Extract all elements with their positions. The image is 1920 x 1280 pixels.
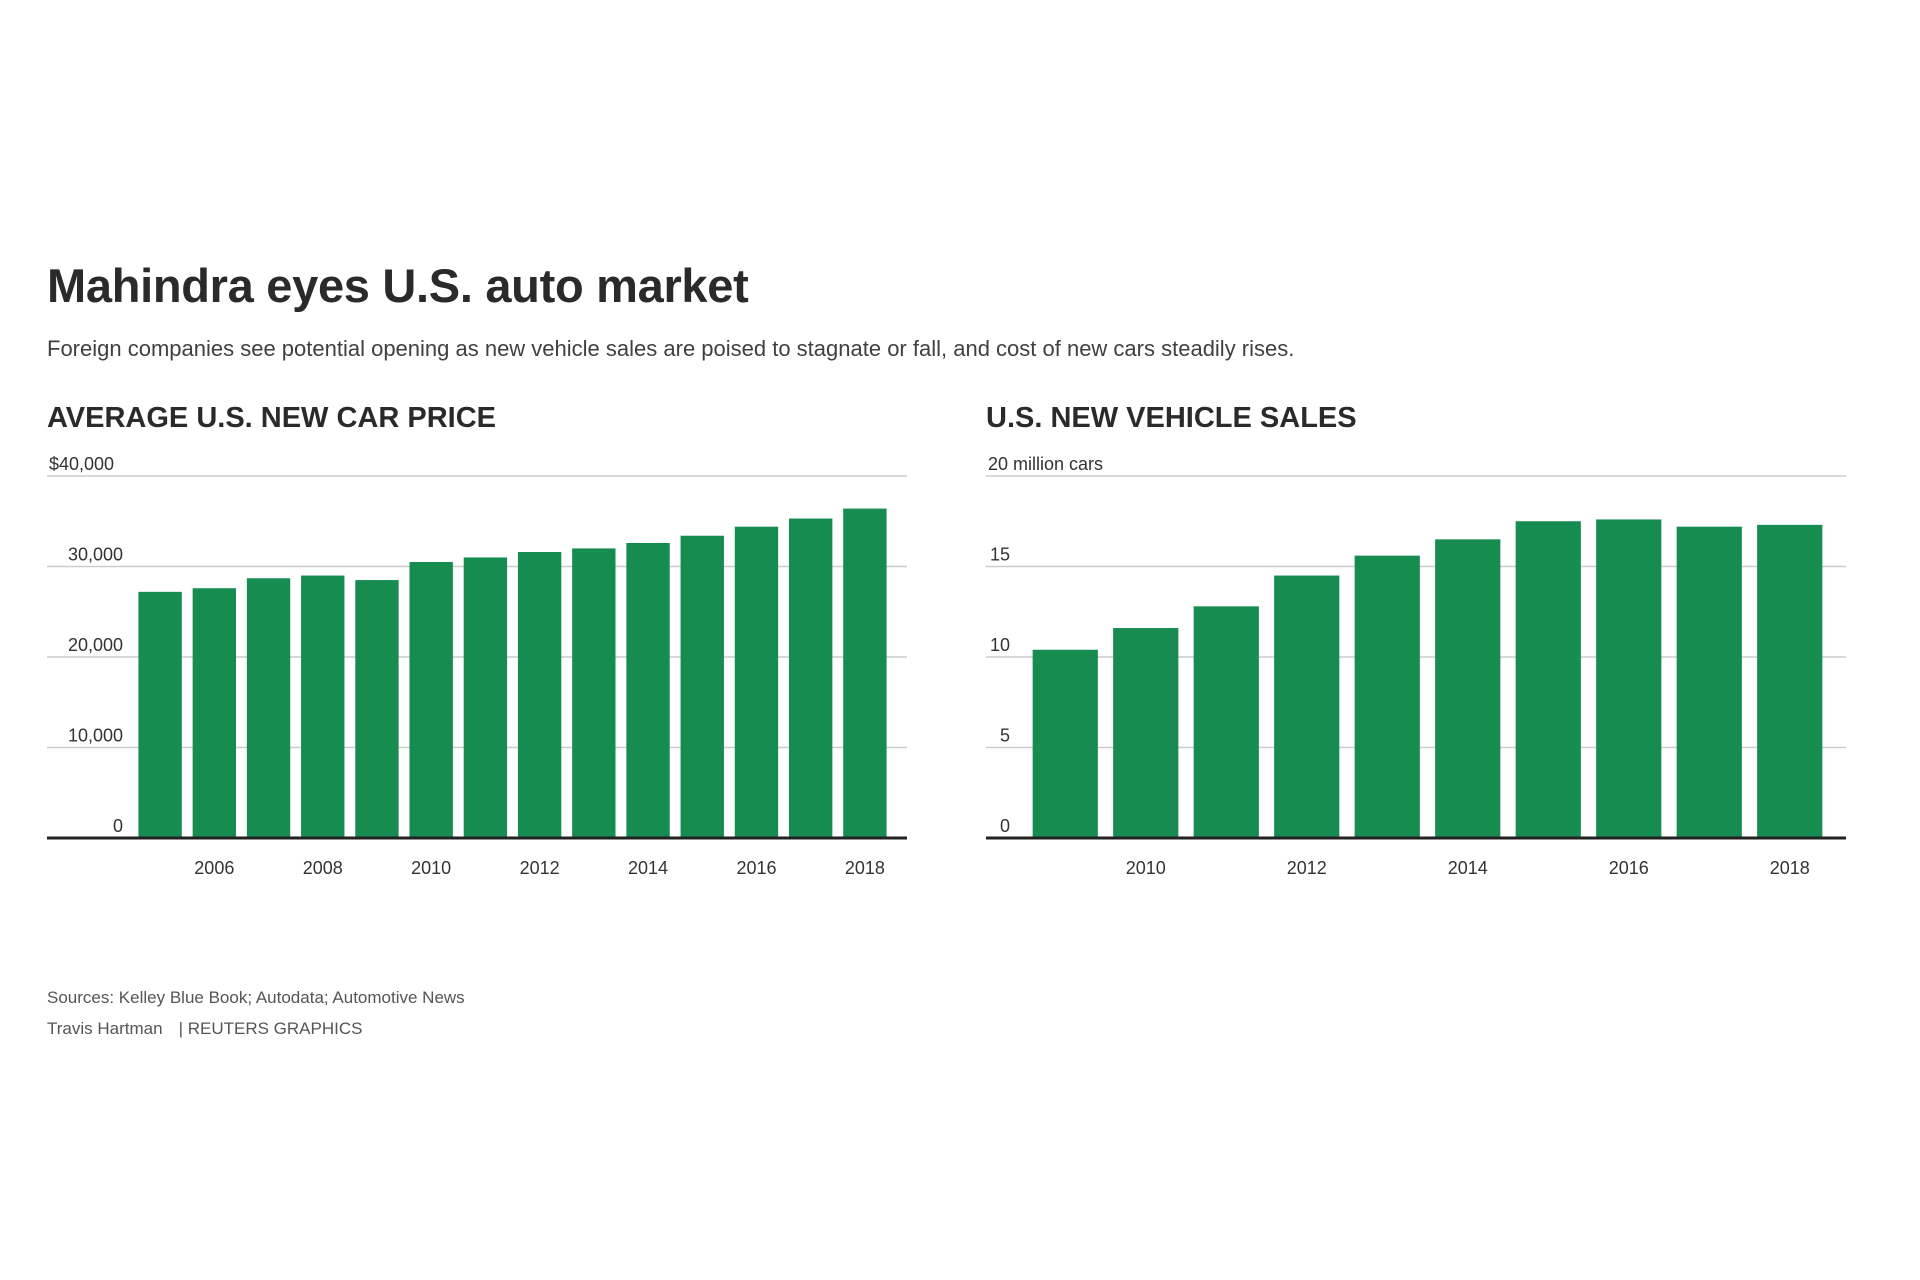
x-tick-label: 2016 — [736, 858, 776, 878]
bar-2017 — [1676, 526, 1742, 838]
y-tick-label: 20,000 — [68, 635, 123, 655]
bar-2013 — [572, 548, 616, 838]
y-tick-label: 0 — [1000, 816, 1010, 836]
sales-bar-chart: 0 5 10 15 20 million cars 2010 2012 2014 2016 201… — [986, 454, 1846, 878]
bar-2013 — [1354, 555, 1420, 838]
sources-note: Sources: Kelley Blue Book; Autodata; Aut… — [47, 988, 465, 1007]
bar-2018 — [843, 508, 887, 838]
y-tick-label: 5 — [1000, 726, 1010, 746]
price-chart-title: AVERAGE U.S. NEW CAR PRICE — [47, 402, 497, 434]
page-title: Mahindra eyes U.S. auto market — [47, 259, 749, 312]
bar-2014 — [1435, 539, 1501, 838]
bar-2016 — [734, 526, 779, 838]
bar-2017 — [788, 518, 833, 838]
x-tick-label: 2014 — [628, 858, 668, 878]
publisher-credit: | REUTERS GRAPHICS — [178, 1019, 363, 1038]
bar-2012 — [517, 552, 562, 838]
bar-2010 — [1113, 628, 1179, 838]
bar-2014 — [626, 542, 670, 838]
x-tick-label: 2010 — [411, 858, 451, 878]
bar-2010 — [409, 561, 453, 838]
credit-line: Travis Hartman | REUTERS GRAPHICS — [47, 1019, 362, 1039]
bar-2007 — [246, 578, 291, 838]
price-bar-chart: 0 10,000 20,000 30,000 $40,000 2006 2008 2010 20… — [47, 454, 907, 878]
x-tick-label: 2016 — [1609, 858, 1649, 878]
y-tick-label: 15 — [990, 545, 1010, 565]
sales-chart-title: U.S. NEW VEHICLE SALES — [986, 402, 1357, 434]
x-tick-label: 2008 — [303, 858, 343, 878]
y-tick-label: 10 — [990, 635, 1010, 655]
bar-2018 — [1757, 524, 1823, 838]
bar-2011 — [1193, 606, 1259, 838]
y-axis-label: $40,000 — [49, 454, 114, 474]
author-name: Travis Hartman — [47, 1019, 163, 1038]
bar-2006 — [192, 588, 237, 838]
bar-2012 — [1274, 575, 1340, 838]
x-tick-label: 2018 — [845, 858, 885, 878]
x-tick-label: 2012 — [1287, 858, 1327, 878]
x-tick-label: 2006 — [194, 858, 234, 878]
bar-2008 — [301, 575, 345, 838]
bar-2016 — [1596, 519, 1662, 838]
bar-2011 — [463, 557, 508, 838]
x-tick-label: 2012 — [520, 858, 560, 878]
y-tick-label: 10,000 — [68, 726, 123, 746]
y-axis-label: 20 million cars — [988, 454, 1103, 474]
x-tick-label: 2014 — [1448, 858, 1488, 878]
y-tick-label: 30,000 — [68, 545, 123, 565]
x-tick-label: 2010 — [1126, 858, 1166, 878]
bar-2015 — [680, 535, 724, 838]
page-subtitle: Foreign companies see potential opening … — [47, 336, 1295, 361]
bar-2015 — [1515, 521, 1581, 838]
bar-2009 — [1032, 649, 1098, 838]
x-tick-label: 2018 — [1770, 858, 1810, 878]
y-tick-label: 0 — [113, 816, 123, 836]
bar-2005 — [138, 591, 182, 838]
bar-2009 — [355, 580, 399, 838]
